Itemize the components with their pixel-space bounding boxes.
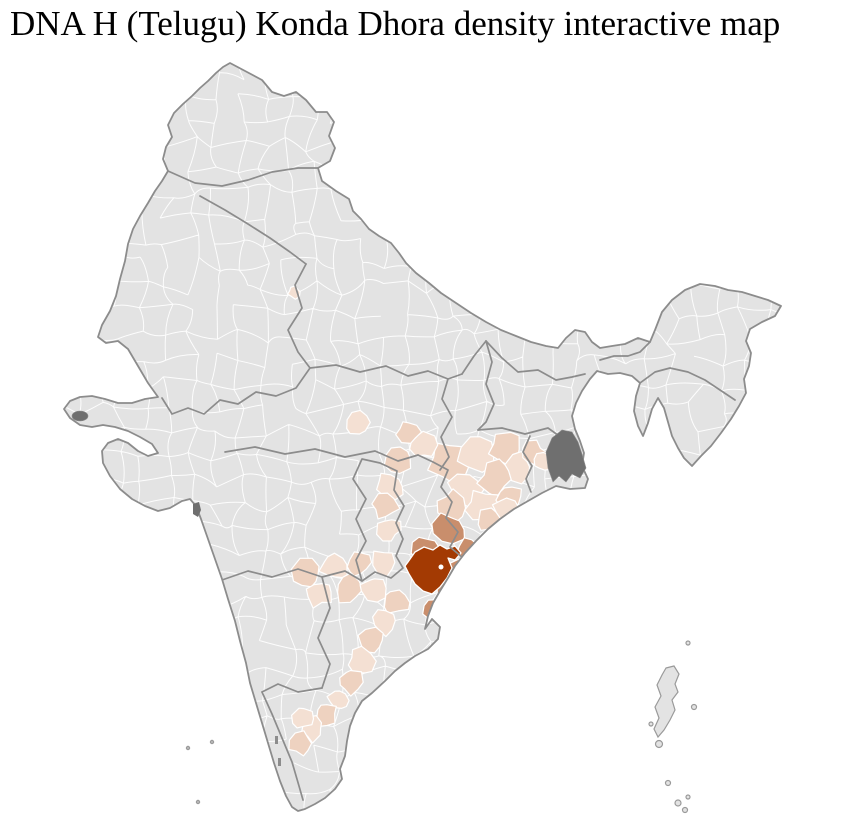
lakshadweep-dot[interactable]	[195, 799, 201, 805]
state-border-line	[261, 683, 323, 693]
district-shape[interactable]	[359, 578, 387, 603]
kutch-islet[interactable]	[71, 410, 89, 422]
district-shape[interactable]	[376, 519, 402, 542]
island-dot[interactable]	[690, 703, 698, 711]
state-border-line	[599, 341, 651, 361]
district-shape[interactable]	[316, 704, 337, 727]
district-shape[interactable]	[346, 409, 371, 435]
state-border-line	[477, 427, 563, 439]
coast-mark	[275, 736, 278, 744]
state-border-line	[477, 340, 495, 431]
state-borders	[161, 167, 736, 801]
district-shape-highest-density[interactable]	[404, 544, 462, 595]
district-enclave-dot	[438, 564, 444, 570]
island-dot[interactable]	[664, 779, 672, 787]
state-border-line	[161, 263, 311, 415]
state-border-line	[309, 364, 463, 380]
district-shape[interactable]	[346, 551, 373, 578]
district-shape[interactable]	[326, 690, 350, 709]
island-groups	[185, 640, 698, 814]
island-dot[interactable]	[685, 640, 691, 646]
state-border-line	[352, 458, 405, 582]
state-border-line	[461, 340, 487, 375]
lakshadweep-dot[interactable]	[209, 739, 215, 745]
state-border-line	[522, 435, 533, 493]
state-border-line	[261, 691, 304, 801]
lakshadweep-dot[interactable]	[185, 745, 191, 751]
district-shape[interactable]	[372, 609, 396, 638]
state-border-line	[199, 195, 307, 265]
district-shape[interactable]	[383, 589, 411, 614]
andaman-main-island[interactable]	[653, 665, 680, 739]
state-border-line	[639, 367, 736, 401]
india-landmass[interactable]	[40, 40, 824, 836]
island-dot[interactable]	[648, 721, 654, 727]
state-border-line	[317, 576, 331, 689]
district-shape[interactable]	[339, 669, 364, 697]
district-shape[interactable]	[291, 707, 315, 729]
district-shape[interactable]	[409, 430, 439, 457]
state-border-line	[221, 568, 363, 582]
state-border-line	[224, 446, 419, 462]
india-coastline	[63, 62, 782, 812]
island-dot[interactable]	[674, 799, 682, 807]
district-shape[interactable]	[371, 492, 401, 520]
state-border-line	[439, 378, 453, 471]
district-shape[interactable]	[395, 421, 423, 444]
district-shape[interactable]	[357, 626, 384, 654]
map-title: DNA H (Telugu) Konda Dhora density inter…	[10, 4, 781, 43]
delta-area[interactable]	[545, 429, 587, 483]
state-border-line	[417, 454, 469, 559]
west-coast-urban-patch[interactable]	[193, 502, 201, 517]
state-border-line	[167, 167, 319, 187]
coast-mark	[278, 758, 281, 766]
island-dot[interactable]	[685, 794, 691, 800]
state-border-line	[485, 340, 586, 381]
other-shaded-areas	[71, 410, 587, 766]
district-shape[interactable]	[372, 550, 396, 578]
district-shape[interactable]	[347, 645, 377, 674]
district-shape[interactable]	[288, 730, 313, 757]
island-dot[interactable]	[654, 739, 664, 749]
island-dot[interactable]	[681, 806, 689, 814]
